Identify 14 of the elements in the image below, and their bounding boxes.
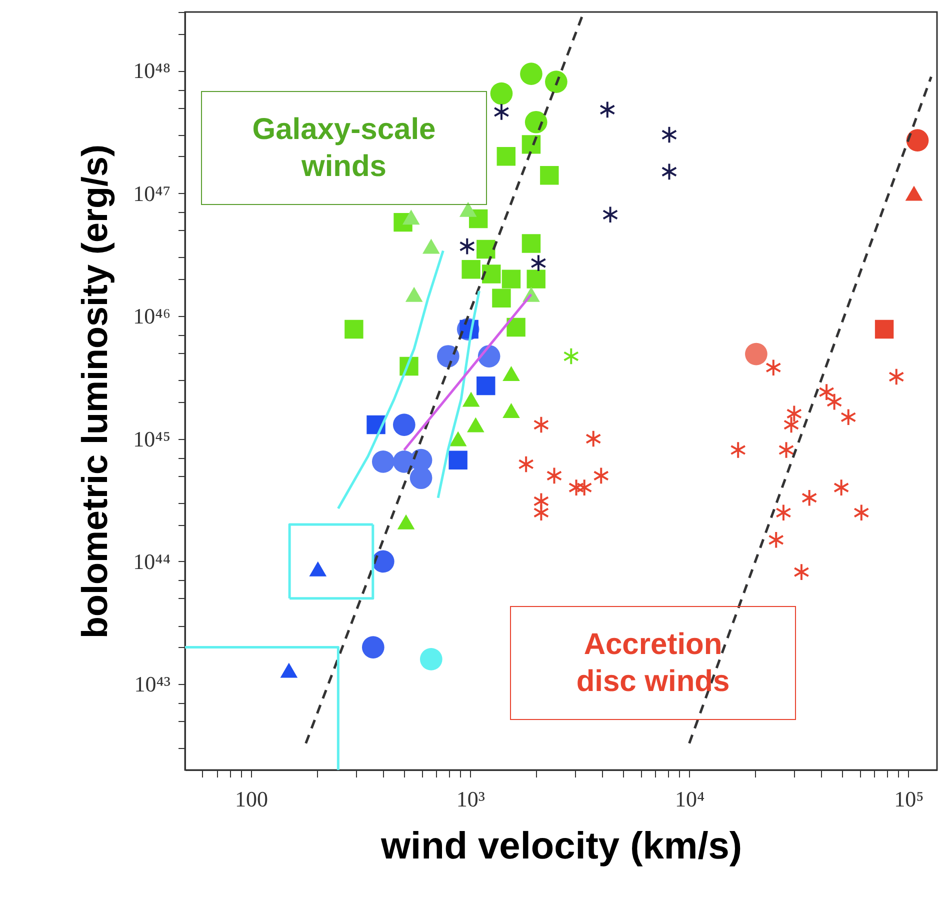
y-tick-label: 10⁴⁵: [133, 426, 170, 452]
y-tick-label: 10⁴⁶: [133, 304, 170, 329]
x-tick-label: 100: [234, 786, 268, 812]
y-tick-label: 10⁴⁴: [133, 548, 171, 574]
x-tick-label: 10⁵: [894, 786, 924, 812]
y-tick-label: 10⁴³: [134, 672, 171, 697]
annotation: Accretion disc winds: [510, 606, 796, 720]
annotation: Galaxy-scale winds: [201, 91, 487, 205]
y-tick-label: 10⁴⁸: [133, 58, 170, 84]
y-tick-label: 10⁴⁷: [133, 180, 170, 206]
x-tick-label: 10⁴: [674, 786, 705, 812]
x-axis-title: wind velocity (km/s): [380, 826, 742, 868]
x-tick-label: 10³: [456, 786, 486, 812]
y-axis-title: bolometric luminosity (erg/s): [74, 144, 116, 639]
